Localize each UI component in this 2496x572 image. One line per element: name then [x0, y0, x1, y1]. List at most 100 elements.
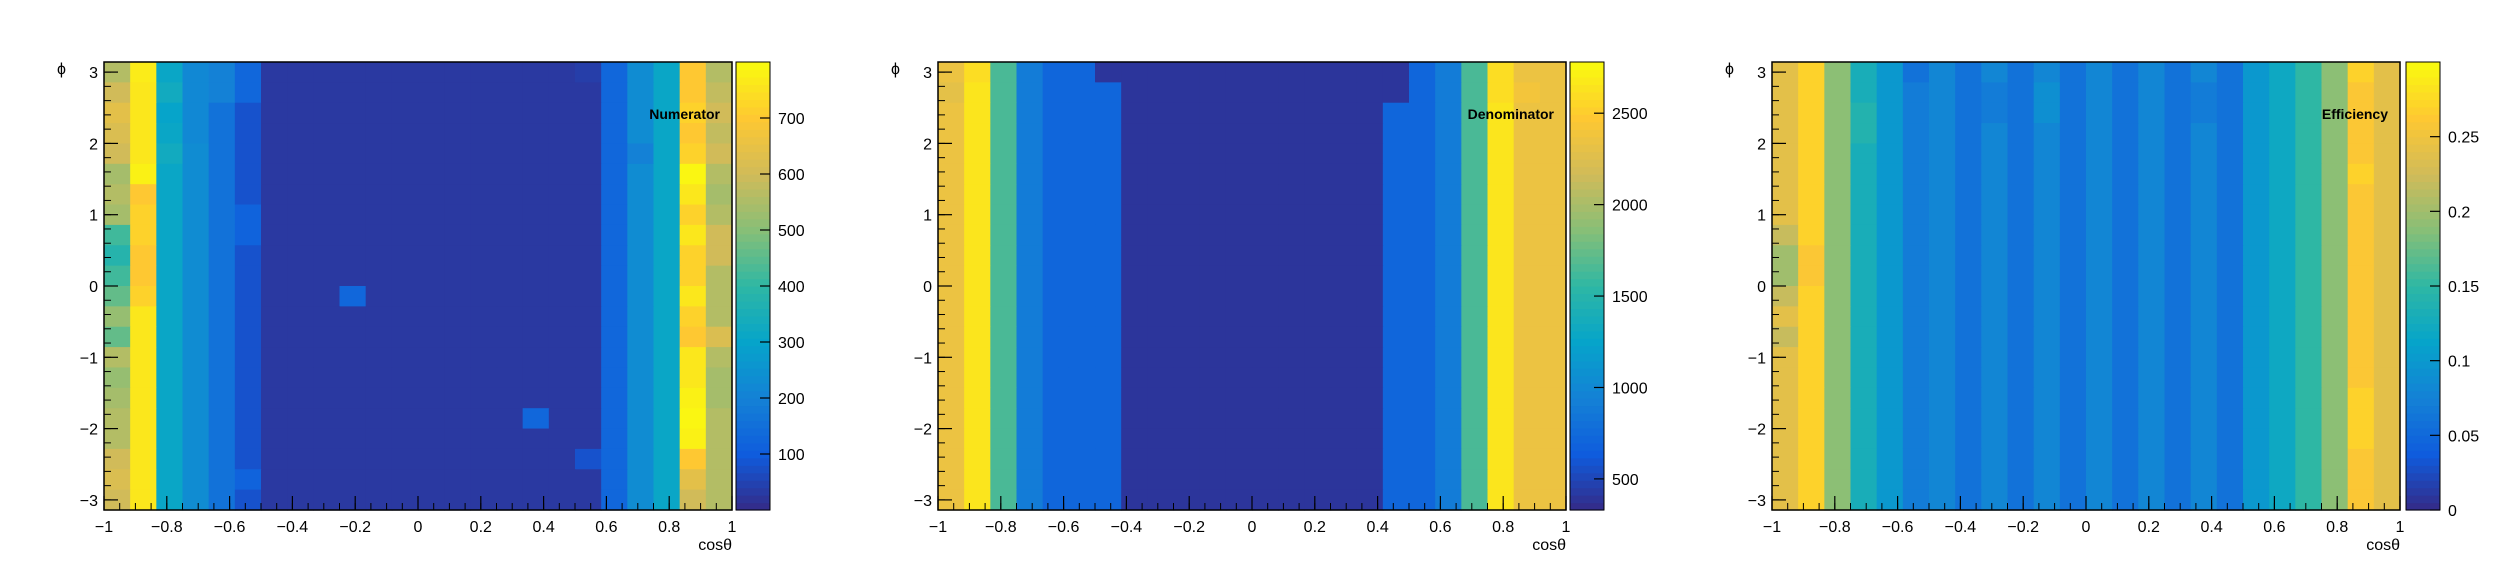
heatmap-cell — [1095, 367, 1122, 389]
heatmap-cell — [208, 123, 236, 145]
heatmap-cell — [2243, 102, 2270, 124]
heatmap-cell — [964, 102, 991, 124]
heatmap-cell — [2243, 448, 2270, 470]
heatmap-cell — [653, 347, 681, 369]
heatmap-cell — [653, 387, 681, 409]
heatmap-cell — [1409, 428, 1436, 450]
y-axis-label-efficiency: ϕ — [1725, 61, 1734, 78]
color-scale-segment — [736, 159, 770, 168]
heatmap-cell — [1487, 265, 1515, 287]
heatmap-cell — [575, 82, 602, 104]
heatmap-cell — [1850, 184, 1878, 206]
heatmap-cell — [1461, 326, 1489, 348]
heatmap-cell — [2347, 469, 2375, 491]
heatmap-cell — [1798, 428, 1825, 450]
x-axis-efficiency: −1 −0.8 −0.6 −0.4 −0.2 0 0.2 0.4 0.6 0.8 1 — [1763, 496, 2405, 536]
x-tick-label: −0.8 — [985, 519, 1017, 536]
color-scale-segment — [736, 114, 770, 123]
heatmap-cell — [391, 326, 419, 348]
heatmap-cell — [2190, 245, 2218, 267]
heatmap-cell — [208, 347, 236, 369]
heatmap-cell — [2243, 265, 2270, 287]
heatmap-cell — [1356, 265, 1384, 287]
heatmap-cell — [2216, 163, 2244, 185]
heatmap-cell — [2295, 163, 2323, 185]
heatmap-cell — [1356, 306, 1384, 328]
heatmap-cell — [2295, 347, 2323, 369]
color-scale-segment — [1570, 457, 1604, 466]
color-scale-segment — [736, 76, 770, 85]
heatmap-cell — [365, 123, 393, 145]
color-scale-segment — [736, 121, 770, 130]
heatmap-cell — [2033, 428, 2061, 450]
heatmap-cell — [2164, 408, 2192, 430]
heatmap-cell — [287, 306, 314, 328]
heatmap-cell — [1824, 204, 1852, 226]
color-scale-segment — [736, 435, 770, 444]
heatmap-cell — [1147, 448, 1175, 470]
heatmap-cell — [130, 224, 157, 246]
heatmap-cell — [1539, 224, 1567, 246]
heatmap-cell — [2216, 123, 2244, 145]
heatmap-cell — [1539, 62, 1567, 83]
heatmap-cell — [2347, 326, 2375, 348]
heatmap-cell — [679, 224, 707, 246]
heatmap-cell — [1435, 326, 1462, 348]
heatmap-cell — [2321, 387, 2349, 409]
heatmap-cell — [444, 102, 471, 124]
heatmap-cell — [208, 489, 236, 511]
heatmap-cell — [1798, 102, 1825, 124]
heatmap-cell — [548, 489, 576, 511]
heatmap-cell — [1016, 306, 1044, 328]
heatmap-cell — [1955, 224, 1982, 246]
heatmap-cell — [2347, 245, 2375, 267]
heatmap-cell — [130, 102, 157, 124]
heatmap-cell — [1955, 326, 1982, 348]
heatmap-cell — [1876, 448, 1904, 470]
heatmap-cell — [1955, 489, 1982, 511]
heatmap-cell — [2112, 102, 2139, 124]
heatmap-cell — [1356, 326, 1384, 348]
heatmap-cell — [339, 326, 367, 348]
heatmap-cell — [705, 82, 733, 104]
color-scale-segment — [2406, 398, 2440, 407]
heatmap-cell — [156, 265, 184, 287]
heatmap-cell — [261, 408, 288, 430]
heatmap-cell — [2321, 163, 2349, 185]
color-scale-segment — [1570, 330, 1604, 339]
heatmap-cell — [130, 489, 157, 511]
heatmap-cell — [1304, 286, 1332, 307]
heatmap-cell — [2190, 62, 2218, 83]
heatmap-cell — [2347, 102, 2375, 124]
heatmap-cell — [418, 184, 445, 206]
heatmap-cell — [1095, 163, 1122, 185]
heatmap-cell — [1095, 448, 1122, 470]
heatmap-cell — [2190, 82, 2218, 104]
color-scale-segment — [2406, 233, 2440, 242]
heatmap-cell — [575, 286, 602, 307]
heatmap-cell — [1278, 489, 1305, 511]
heatmap-cell — [261, 245, 288, 267]
color-scale-segment — [2406, 353, 2440, 362]
heatmap-cell — [2269, 224, 2296, 246]
heatmap-cell — [1876, 326, 1904, 348]
heatmap-cell — [1068, 387, 1096, 409]
heatmap-cell — [2059, 102, 2087, 124]
heatmap-cell — [1513, 448, 1541, 470]
heatmap-cell — [1461, 448, 1489, 470]
heatmap-cell — [418, 245, 445, 267]
heatmap-cell — [2269, 245, 2296, 267]
heatmap-cell — [1278, 143, 1305, 165]
heatmap-cell — [1199, 469, 1227, 491]
heatmap-cell — [990, 469, 1018, 491]
heatmap-cell — [1876, 204, 1904, 226]
heatmap-cell — [313, 82, 341, 104]
heatmap-cell — [1121, 204, 1148, 226]
heatmap-cell — [418, 265, 445, 287]
heatmap-cell — [1356, 163, 1384, 185]
heatmap-cell — [2086, 286, 2113, 307]
heatmap-cell — [548, 123, 576, 145]
heatmap-cell — [1304, 224, 1332, 246]
heatmap-cell — [601, 489, 628, 511]
